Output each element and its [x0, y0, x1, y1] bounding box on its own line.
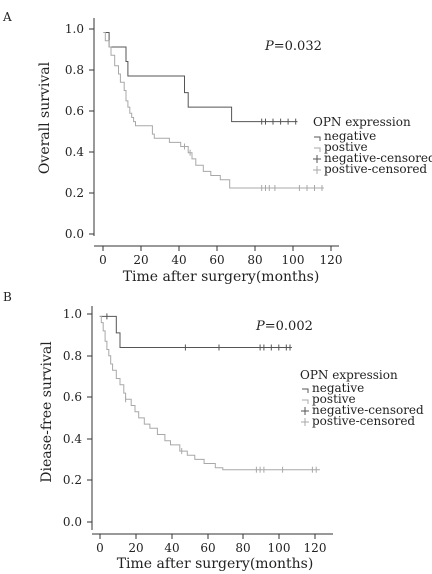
legend-postive-censored-label: postive-censored — [324, 162, 427, 176]
legend-title: OPN expression — [300, 368, 398, 382]
legend-negative-censored-label: negative-censored — [312, 403, 424, 417]
panel-a-y-ticks: 1.0 0.8 0.6 0.4 0.2 0.0 — [65, 22, 94, 241]
y-tick-label: 0.2 — [65, 186, 84, 200]
x-tick-label: 60 — [200, 541, 215, 555]
x-tick-label: 100 — [268, 541, 291, 555]
legend-postive-symbol — [302, 399, 309, 404]
survival-curve-postive — [99, 315, 320, 471]
legend-postive-censored-symbol — [313, 166, 321, 174]
survival-curve-postive — [103, 32, 324, 189]
panel-a-x-ticks: 0 20 40 60 80 100 120 — [99, 246, 342, 267]
p-number: =0.032 — [274, 39, 322, 54]
legend-postive-censored-symbol — [301, 418, 309, 426]
y-tick-label: 0.6 — [65, 104, 84, 118]
x-tick-label: 120 — [304, 541, 327, 555]
legend-postive-censored-label: postive-censored — [312, 414, 415, 428]
survival-curve-negative — [103, 32, 298, 123]
legend-postive-label: postive — [324, 140, 368, 154]
x-tick-label: 40 — [171, 253, 186, 267]
panel-b-plot-area — [99, 313, 320, 473]
y-tick-label: 0.8 — [65, 63, 84, 77]
y-tick-label: 0.2 — [63, 473, 82, 487]
panel-b-label: B — [3, 290, 12, 304]
panel-a-plot-area — [103, 32, 324, 191]
panel-b-y-axis-label: Diease-free survival — [39, 341, 55, 483]
legend-negative-censored-label: negative-censored — [324, 151, 432, 165]
y-tick-label: 1.0 — [63, 307, 82, 321]
x-tick-label: 0 — [99, 253, 107, 267]
panel-a-label: A — [2, 10, 12, 24]
x-tick-label: 40 — [164, 541, 179, 555]
legend-postive-label: postive — [312, 392, 356, 406]
y-tick-label: 0.8 — [63, 349, 82, 363]
panel-b-y-ticks: 1.0 0.8 0.6 0.4 0.2 0.0 — [63, 307, 92, 529]
y-tick-label: 1.0 — [65, 22, 84, 36]
panel-b-x-ticks: 0 20 40 60 80 100 120 — [96, 534, 326, 555]
x-tick-label: 20 — [128, 541, 143, 555]
panel-a: A Overall survival 1.0 0.8 0.6 0.4 0.2 0… — [2, 10, 432, 285]
panel-b-legend: OPN expression negative postive negative… — [300, 368, 424, 428]
x-tick-label: 80 — [247, 253, 262, 267]
x-tick-label: 100 — [282, 253, 305, 267]
panel-a-y-axis-label: Overall survival — [37, 61, 53, 174]
p-letter: P — [255, 319, 265, 334]
x-tick-label: 60 — [209, 253, 224, 267]
legend-negative-censored-symbol — [313, 155, 321, 163]
x-tick-label: 80 — [235, 541, 250, 555]
legend-negative-censored-symbol — [301, 407, 309, 415]
y-tick-label: 0.0 — [65, 227, 84, 241]
x-tick-label: 120 — [320, 253, 343, 267]
panel-b-x-axis-label: Time after surgery(months) — [117, 556, 314, 572]
legend-negative-symbol — [302, 388, 309, 393]
legend-negative-label: negative — [324, 129, 376, 143]
y-tick-label: 0.4 — [65, 145, 84, 159]
panel-a-legend: OPN expression negative postive negative… — [313, 115, 432, 176]
survival-curve-negative — [99, 315, 292, 348]
y-tick-label: 0.6 — [63, 390, 82, 404]
x-tick-label: 20 — [133, 253, 148, 267]
x-tick-label: 0 — [96, 541, 104, 555]
panel-a-p-value: P=0.032 — [264, 39, 322, 54]
p-letter: P — [264, 39, 274, 54]
legend-postive-symbol — [314, 147, 321, 152]
panel-b-p-value: P=0.002 — [255, 319, 313, 334]
y-tick-label: 0.0 — [63, 515, 82, 529]
legend-negative-symbol — [314, 136, 321, 141]
panel-a-x-axis-label: Time after surgery(months) — [123, 269, 320, 285]
p-number: =0.002 — [265, 319, 313, 334]
legend-negative-label: negative — [312, 381, 364, 395]
panel-b: B Diease-free survival 1.0 0.8 0.6 0.4 0… — [3, 290, 424, 572]
legend-title: OPN expression — [313, 115, 411, 129]
y-tick-label: 0.4 — [63, 432, 82, 446]
